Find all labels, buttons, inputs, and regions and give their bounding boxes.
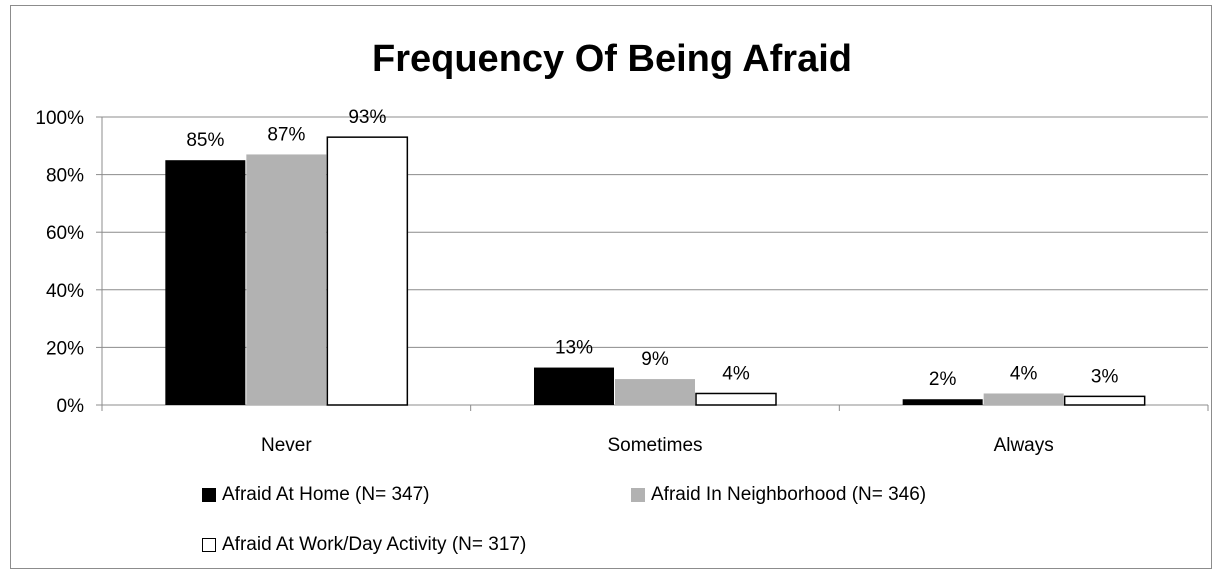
bar — [1063, 395, 1146, 406]
data-label: 9% — [641, 349, 669, 370]
legend-label-neighborhood: Afraid In Neighborhood (N= 346) — [651, 484, 927, 505]
y-tick-label: 40% — [46, 281, 84, 302]
bar — [534, 367, 614, 405]
y-tick-label: 100% — [35, 108, 84, 129]
legend-swatch-work — [202, 538, 216, 552]
y-tick-label: 20% — [46, 338, 84, 359]
data-label: 3% — [1091, 366, 1119, 387]
y-tick-label: 80% — [46, 166, 84, 187]
data-label: 13% — [555, 338, 593, 359]
legend-label-home: Afraid At Home (N= 347) — [222, 484, 430, 505]
x-tick-label: Never — [261, 435, 312, 456]
legend-item-work: Afraid At Work/Day Activity (N= 317) — [202, 534, 526, 556]
chart-title: Frequency Of Being Afraid — [372, 38, 852, 80]
legend-item-home: Afraid At Home (N= 347) — [202, 484, 430, 506]
bar — [902, 399, 983, 405]
data-label: 2% — [929, 369, 957, 390]
x-tick-label: Always — [994, 435, 1054, 456]
y-tick-label: 60% — [46, 223, 84, 244]
bar — [695, 392, 777, 406]
legend-swatch-home — [202, 488, 216, 502]
data-label: 4% — [1010, 363, 1038, 384]
bar — [246, 154, 327, 405]
y-tick-label: 0% — [57, 396, 85, 417]
data-label: 85% — [186, 130, 224, 151]
bar — [983, 393, 1064, 405]
data-label: 4% — [722, 363, 750, 384]
bar — [165, 160, 246, 405]
legend-label-work: Afraid At Work/Day Activity (N= 317) — [222, 534, 527, 555]
legend-swatch-neighborhood — [631, 488, 645, 502]
x-tick-label: Sometimes — [607, 435, 702, 456]
bar — [326, 136, 409, 406]
bar — [615, 379, 695, 405]
data-label: 93% — [348, 107, 386, 128]
data-label: 87% — [267, 124, 305, 145]
legend-item-neighborhood: Afraid In Neighborhood (N= 346) — [631, 484, 926, 506]
